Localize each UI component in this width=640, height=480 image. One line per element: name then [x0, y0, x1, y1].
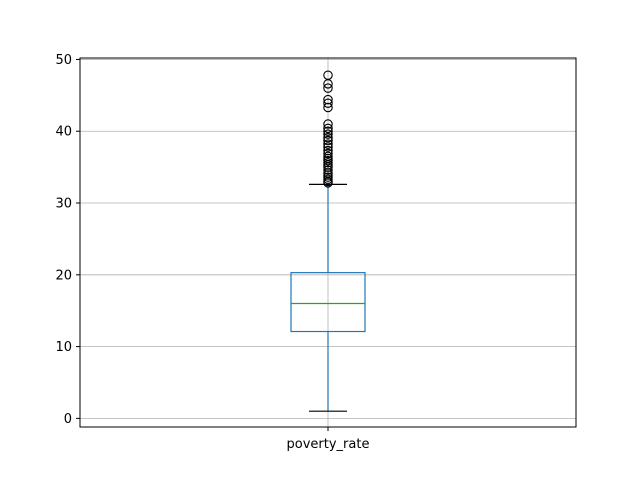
- outlier-point: [323, 70, 333, 80]
- x-axis-ticks: poverty_rate: [287, 427, 370, 452]
- outlier-points: [323, 70, 333, 188]
- outlier-point: [323, 94, 333, 105]
- outlier-point: [323, 142, 333, 152]
- outlier-point: [323, 123, 333, 134]
- box-series: [290, 183, 366, 412]
- outlier-point: [323, 83, 333, 93]
- outlier-point: [323, 119, 333, 129]
- outlier-point: [323, 139, 333, 149]
- y-tick-label: 20: [55, 268, 72, 283]
- outlier-point: [323, 135, 333, 146]
- iqr-box: [290, 272, 366, 333]
- outlier-point: [323, 148, 333, 159]
- x-tick-label: poverty_rate: [287, 437, 370, 452]
- outlier-point: [323, 126, 333, 136]
- outlier-point: [323, 132, 333, 143]
- outlier-point: [323, 165, 333, 175]
- y-tick-label: 30: [55, 197, 72, 212]
- outlier-point: [323, 129, 333, 139]
- y-tick-label: 0: [64, 412, 72, 427]
- y-axis-ticks: 0 10 20 30 40 50: [55, 53, 80, 427]
- outlier-point: [323, 151, 333, 162]
- plot-area-frame: [79, 57, 577, 428]
- y-tick-label: 10: [55, 340, 72, 355]
- y-tick-label: 40: [55, 125, 72, 140]
- y-tick-label: 50: [55, 53, 72, 68]
- outlier-point: [323, 145, 333, 156]
- outlier-point: [323, 98, 333, 108]
